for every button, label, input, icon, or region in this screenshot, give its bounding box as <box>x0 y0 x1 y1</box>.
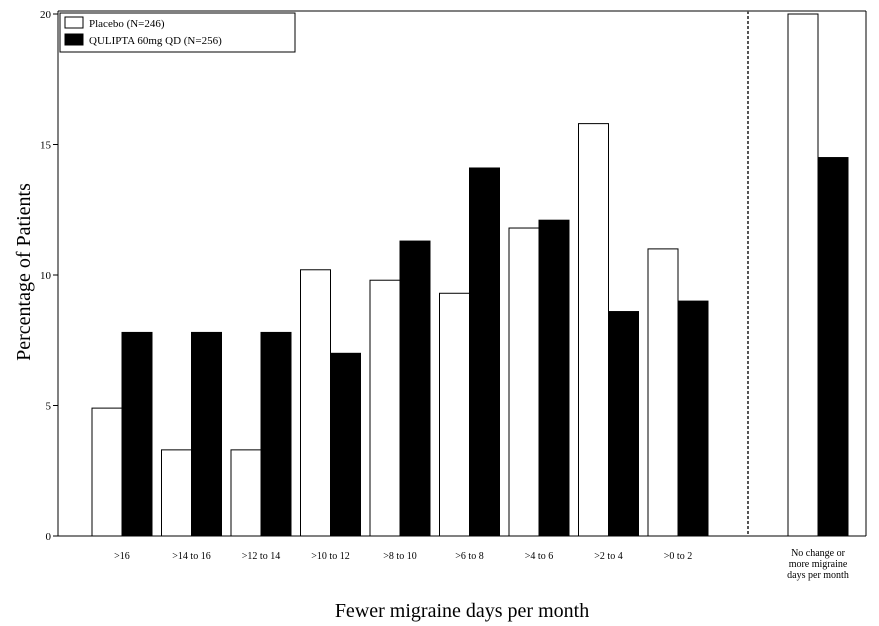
x-category-label-no-change: days per month <box>787 570 849 581</box>
bar-placebo <box>91 407 123 537</box>
x-category-label: >14 to 16 <box>172 551 210 562</box>
bar-placebo <box>300 269 331 537</box>
x-category-label: >4 to 6 <box>525 551 553 562</box>
bar-qulipta <box>260 331 292 537</box>
bar-placebo <box>230 449 262 537</box>
bar-qulipta <box>469 167 500 537</box>
bar-placebo <box>439 292 470 537</box>
x-axis-title: Fewer migraine days per month <box>335 600 589 622</box>
legend-label-qulipta: QULIPTA 60mg QD (N=256) <box>89 35 222 47</box>
bar-qulipta-no-change <box>817 157 849 537</box>
bar-placebo <box>578 123 609 537</box>
bar-qulipta <box>121 331 153 537</box>
y-axis-title: Percentage of Patients <box>13 183 35 361</box>
y-tick-label: 10 <box>40 270 52 282</box>
bar-qulipta <box>399 240 431 537</box>
y-tick-label: 15 <box>40 140 52 152</box>
x-category-label: >6 to 8 <box>455 551 483 562</box>
x-category-label: >0 to 2 <box>664 551 692 562</box>
legend-label-placebo: Placebo (N=246) <box>89 18 165 30</box>
legend-swatch-placebo <box>64 16 84 29</box>
legend: Placebo (N=246) QULIPTA 60mg QD (N=256) <box>59 12 296 53</box>
x-category-label-no-change: No change or <box>791 548 846 559</box>
x-category-label: >8 to 10 <box>383 551 416 562</box>
y-axis: 0 5 10 15 20 <box>40 9 58 543</box>
bar-qulipta <box>191 331 222 537</box>
bar-placebo <box>161 449 192 537</box>
bar-placebo <box>647 248 679 537</box>
legend-swatch-qulipta <box>64 33 84 46</box>
x-category-label: >10 to 12 <box>311 551 349 562</box>
x-axis-labels: >16 >14 to 16 >12 to 14 >10 to 12 >8 to 10 >6… <box>114 548 849 581</box>
bar-qulipta <box>330 352 361 537</box>
legend-box <box>59 12 296 53</box>
bar-qulipta <box>677 300 709 537</box>
bar-placebo <box>508 227 540 537</box>
y-tick-label: 5 <box>46 401 52 413</box>
bars <box>91 13 849 537</box>
bar-qulipta <box>608 311 639 537</box>
x-category-label: >2 to 4 <box>594 551 622 562</box>
bar-placebo <box>369 279 401 537</box>
y-tick-label: 0 <box>46 531 52 543</box>
bar-placebo-no-change <box>787 13 819 537</box>
y-tick-label: 20 <box>40 9 52 21</box>
x-category-label: >12 to 14 <box>242 551 280 562</box>
x-category-label: >16 <box>114 551 130 562</box>
x-category-label-no-change: more migraine <box>789 559 848 570</box>
bar-qulipta <box>538 219 570 537</box>
